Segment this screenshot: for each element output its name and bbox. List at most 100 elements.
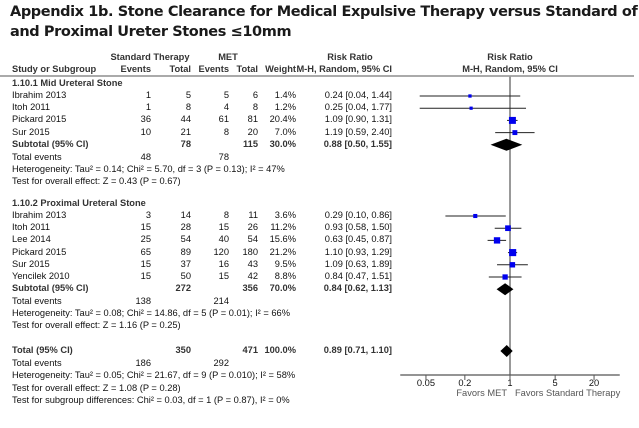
effect-square [468,94,472,98]
study-name: Sur 2015 [12,126,50,137]
events-met: 8 [223,126,229,137]
events-standard: 1 [145,90,151,100]
total-standard: 44 [180,114,191,125]
effect-square [473,213,478,219]
risk-ratio-ci: 0.84 [0.47, 1.51] [324,271,392,281]
total-met: 11 [248,210,258,220]
total-standard: 37 [180,258,191,269]
overall-effect: Test for overall effect: Z = 1.08 (P = 0… [12,383,181,393]
total-met: 180 [242,246,258,257]
weight: 8.8% [274,271,296,281]
effect-square [509,249,517,257]
subtotal-label: Subtotal (95% CI) [12,138,89,149]
risk-ratio-ci: 0.93 [0.58, 1.50] [324,222,392,233]
heterogeneity: Heterogeneity: Tau² = 0.05; Chi² = 21.67… [12,370,296,380]
favors-right-label: Favors Standard Therapy [515,388,621,398]
subgroup-heading: 1.10.1 Mid Ureteral Stone [12,78,123,88]
weight: 11.2% [270,222,296,233]
subtotal-diamond [490,138,523,151]
x-tick-label: 5 [552,378,558,388]
total-ci: 0.89 [0.71, 1.10] [323,345,392,355]
total-events-met: 78 [218,151,229,162]
total-diamond [500,345,513,357]
subgroup-heading: 1.10.2 Proximal Ureteral Stone [12,198,146,208]
heterogeneity: Heterogeneity: Tau² = 0.14; Chi² = 5.70,… [12,163,285,174]
subtotal-label: Subtotal (95% CI) [12,283,89,294]
events-standard: 65 [140,246,151,257]
study-name: Yencilek 2010 [12,271,70,281]
total-met: 6 [252,90,258,100]
effect-square [512,130,518,136]
total-standard: 50 [180,271,191,281]
events-standard: 1 [145,102,151,113]
events-standard: 15 [140,222,151,233]
favors-left-label: Favors MET [456,388,507,398]
study-name: Itoh 2011 [12,102,51,113]
total-events-met: 214 [213,296,229,307]
total-standard: 54 [180,234,191,245]
x-tick-label: 0.05 [416,378,435,388]
subtotal-ci: 0.84 [0.62, 1.13] [323,283,392,294]
total-met: 26 [247,222,258,233]
weight: 21.2% [269,246,296,257]
subtotal-total-standard: 272 [175,283,191,294]
events-met: 61 [218,114,229,125]
heterogeneity: Heterogeneity: Tau² = 0.08; Chi² = 14.86… [12,308,290,319]
events-met: 40 [218,234,229,245]
header-risk-ratio-plot: Risk Ratio [487,52,533,62]
events-met: 16 [218,258,229,269]
total-standard: 14 [180,210,191,220]
effect-square [508,116,516,124]
total-events-standard: 138 [135,296,151,307]
total-total-standard: 350 [175,345,191,355]
subtotal-total-standard: 78 [180,138,191,149]
events-standard: 15 [140,258,151,269]
total-met: 54 [247,234,258,245]
study-name: Pickard 2015 [12,114,67,125]
risk-ratio-ci: 0.63 [0.45, 0.87] [324,234,392,245]
study-name: Lee 2014 [12,234,51,245]
subtotal-total-met: 115 [243,138,258,149]
events-standard: 36 [140,114,151,125]
weight: 1.2% [274,102,296,113]
risk-ratio-ci: 1.10 [0.93, 1.29] [324,246,392,257]
total-weight: 100.0% [264,345,296,355]
total-total-met: 471 [242,345,258,355]
total-standard: 5 [185,90,191,100]
x-tick-label: 1 [507,378,513,388]
events-met: 120 [213,246,229,257]
subtotal-total-met: 356 [242,283,258,294]
header-weight: Weight [265,64,296,74]
events-met: 15 [218,271,229,281]
study-name: Sur 2015 [12,258,50,269]
header-study: Study or Subgroup [12,64,97,74]
subtotal-weight: 70.0% [269,283,296,294]
risk-ratio-ci: 0.25 [0.04, 1.77] [324,102,392,113]
events-met: 4 [223,102,229,113]
x-tick-label: 20 [588,378,600,388]
total-met: 43 [247,258,258,269]
events-standard: 10 [140,126,151,137]
subtotal-diamond [496,283,514,296]
figure-title-line2: and Proximal Ureter Stones ≤10mm [10,24,292,40]
total-standard: 8 [185,102,191,113]
risk-ratio-ci: 1.09 [0.63, 1.89] [324,258,392,269]
header-standard-therapy: Standard Therapy [110,52,190,62]
weight: 9.5% [274,258,296,269]
events-met: 5 [223,90,229,100]
weight: 1.4% [274,90,296,100]
total-events-label: Total events [12,296,62,307]
effect-square [502,274,508,280]
header-met: MET [218,52,238,62]
risk-ratio-ci: 1.09 [0.90, 1.31] [324,114,392,125]
header-events2: Events [198,64,230,74]
header-method: M-H, Random, 95% CI [296,64,392,74]
events-standard: 15 [140,271,151,281]
total-events-met: 292 [213,358,229,368]
risk-ratio-ci: 1.19 [0.59, 2.40] [324,126,392,137]
events-standard: 3 [145,210,151,220]
risk-ratio-ci: 0.24 [0.04, 1.44] [324,90,392,100]
total-label: Total (95% CI) [12,345,73,355]
